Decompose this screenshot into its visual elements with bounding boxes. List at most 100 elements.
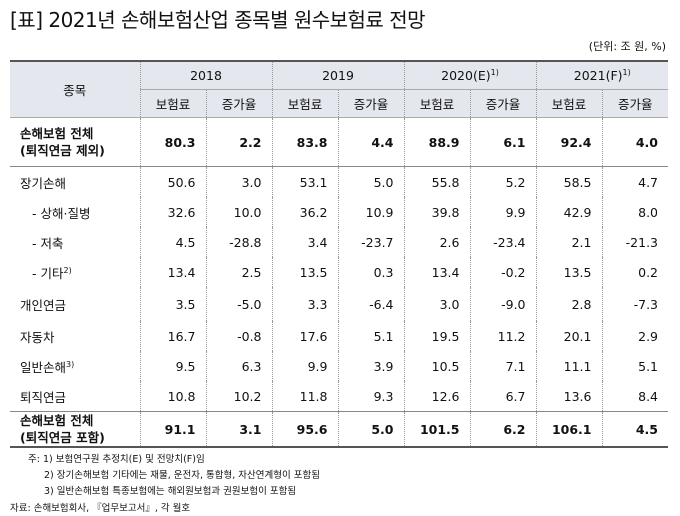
cell: 4.5 — [601, 411, 669, 448]
cell: -23.7 — [337, 227, 405, 257]
cell: 8.0 — [601, 197, 669, 227]
notes: 주: 1) 보험연구원 추정치(E) 및 전망치(F)임 2) 장기손해보험 기타… — [28, 452, 320, 500]
cell: 4.4 — [337, 117, 405, 167]
cell: 55.8 — [403, 166, 471, 197]
row-label: - 상해·질병 — [10, 197, 141, 227]
cell: 3.0 — [205, 166, 273, 197]
row-label: - 기타2) — [10, 257, 141, 287]
cell: 36.2 — [271, 197, 339, 227]
cell: 3.4 — [271, 227, 339, 257]
table-row: 자동차 16.7 -0.8 17.6 5.1 19.5 11.2 20.1 2.9 — [10, 321, 669, 351]
row-label-line: - 저축 — [32, 235, 64, 251]
row-label-line: 퇴직연금 — [20, 389, 67, 405]
cell: -21.3 — [601, 227, 669, 257]
cell: 50.6 — [139, 166, 207, 197]
header-row: 종목 2018 2019 2020(E)1) 2021(F)1) — [10, 60, 669, 118]
footnote-mark: 1) — [622, 67, 631, 77]
row-label: 개인연금 — [10, 287, 141, 321]
year-label: 2020(E) — [441, 68, 491, 84]
row-label-line: 일반손해 — [20, 359, 67, 375]
cell: 4.0 — [601, 117, 669, 167]
cell: 39.8 — [403, 197, 471, 227]
note: 주: 1) 보험연구원 추정치(E) 및 전망치(F)임 — [28, 454, 205, 465]
row-label-line: - 기타 — [32, 265, 64, 281]
table: 종목 2018 2019 2020(E)1) 2021(F)1) 보험료 증가율 보험료 증가율… — [10, 60, 669, 448]
cell: 101.5 — [403, 411, 471, 448]
row-label-line: - 상해·질병 — [32, 205, 91, 221]
year-header: 2018 — [139, 60, 273, 90]
table-row: - 저축 4.5 -28.8 3.4 -23.7 2.6 -23.4 2.1 -21.3 — [10, 227, 669, 257]
cell: 5.1 — [601, 351, 669, 381]
cell: 5.2 — [469, 166, 537, 197]
cell: 5.0 — [337, 411, 405, 448]
cell: 0.2 — [601, 257, 669, 287]
subheader: 보험료 — [139, 89, 207, 118]
year-header: 2019 — [271, 60, 405, 90]
row-label-line: 손해보험 전체 — [20, 126, 94, 141]
subheader: 증가율 — [469, 89, 537, 118]
cell: -28.8 — [205, 227, 273, 257]
cell: 9.9 — [469, 197, 537, 227]
cell: 4.5 — [139, 227, 207, 257]
subheader-row: 보험료 증가율 보험료 증가율 보험료 증가율 보험료 증가율 — [10, 89, 669, 118]
table-head: 종목 2018 2019 2020(E)1) 2021(F)1) 보험료 증가율 보험료 증가율… — [10, 60, 669, 118]
cell: 2.8 — [535, 287, 603, 321]
cell: 6.7 — [469, 381, 537, 412]
year-label: 2019 — [322, 68, 354, 83]
row-label-line: 장기손해 — [20, 175, 67, 191]
year-label: 2021(F) — [573, 68, 623, 84]
table-row: 손해보험 전체 (퇴직연금 제외) 80.3 2.2 83.8 4.4 88.9 6.1 92.… — [10, 117, 669, 167]
note: 3) 일반손해보험 특종보험에는 해외원보험과 권원보험이 포함됨 — [44, 486, 297, 497]
note: 2) 장기손해보험 기타에는 재물, 운전자, 통합형, 자산연계형이 포함됨 — [44, 470, 320, 481]
cell: 13.4 — [139, 257, 207, 287]
row-label: - 저축 — [10, 227, 141, 257]
cell: 32.6 — [139, 197, 207, 227]
subheader: 증가율 — [601, 89, 669, 118]
table-row: 일반손해3) 9.5 6.3 9.9 3.9 10.5 7.1 11.1 5.1 — [10, 351, 669, 381]
cell: 80.3 — [139, 117, 207, 167]
cell: 16.7 — [139, 321, 207, 351]
cell: 12.6 — [403, 381, 471, 412]
cell: 8.4 — [601, 381, 669, 412]
subheader: 보험료 — [535, 89, 603, 118]
cell: -0.2 — [469, 257, 537, 287]
cell: 92.4 — [535, 117, 603, 167]
cell: 13.6 — [535, 381, 603, 412]
footnote-mark: 1) — [490, 67, 499, 77]
cell: 10.9 — [337, 197, 405, 227]
cell: 58.5 — [535, 166, 603, 197]
row-label-line: 손해보험 전체 — [20, 413, 94, 428]
cell: 88.9 — [403, 117, 471, 167]
cell: 3.0 — [403, 287, 471, 321]
cell: 3.1 — [205, 411, 273, 448]
cell: 106.1 — [535, 411, 603, 448]
cell: 95.6 — [271, 411, 339, 448]
cell: 42.9 — [535, 197, 603, 227]
cell: 5.0 — [337, 166, 405, 197]
cell: 19.5 — [403, 321, 471, 351]
row-label: 퇴직연금 — [10, 381, 141, 412]
cell: 2.5 — [205, 257, 273, 287]
table-row: 퇴직연금 10.8 10.2 11.8 9.3 12.6 6.7 13.6 8.4 — [10, 381, 669, 412]
cell: 3.5 — [139, 287, 207, 321]
subheader: 보험료 — [271, 89, 339, 118]
cell: 2.1 — [535, 227, 603, 257]
table-row: 손해보험 전체 (퇴직연금 포함) 91.1 3.1 95.6 5.0 101.5 6.2 10… — [10, 411, 669, 448]
row-label-line: (퇴직연금 제외) — [20, 143, 105, 158]
row-label: 일반손해3) — [10, 351, 141, 381]
row-label: 손해보험 전체 (퇴직연금 제외) — [10, 117, 141, 167]
cell: 3.3 — [271, 287, 339, 321]
cell: 91.1 — [139, 411, 207, 448]
year-header: 2021(F)1) — [535, 60, 669, 90]
cell: 20.1 — [535, 321, 603, 351]
table-body: 손해보험 전체 (퇴직연금 제외) 80.3 2.2 83.8 4.4 88.9 6.1 92.… — [10, 117, 669, 448]
cell: 2.2 — [205, 117, 273, 167]
row-label-line: (퇴직연금 포함) — [20, 430, 105, 445]
cell: 10.0 — [205, 197, 273, 227]
cell: 11.1 — [535, 351, 603, 381]
cell: 53.1 — [271, 166, 339, 197]
title: [표] 2021년 손해보험산업 종목별 원수보험료 전망 — [10, 8, 426, 32]
cell: 9.9 — [271, 351, 339, 381]
unit: (단위: 조 원, %) — [588, 40, 666, 53]
cell: 11.8 — [271, 381, 339, 412]
